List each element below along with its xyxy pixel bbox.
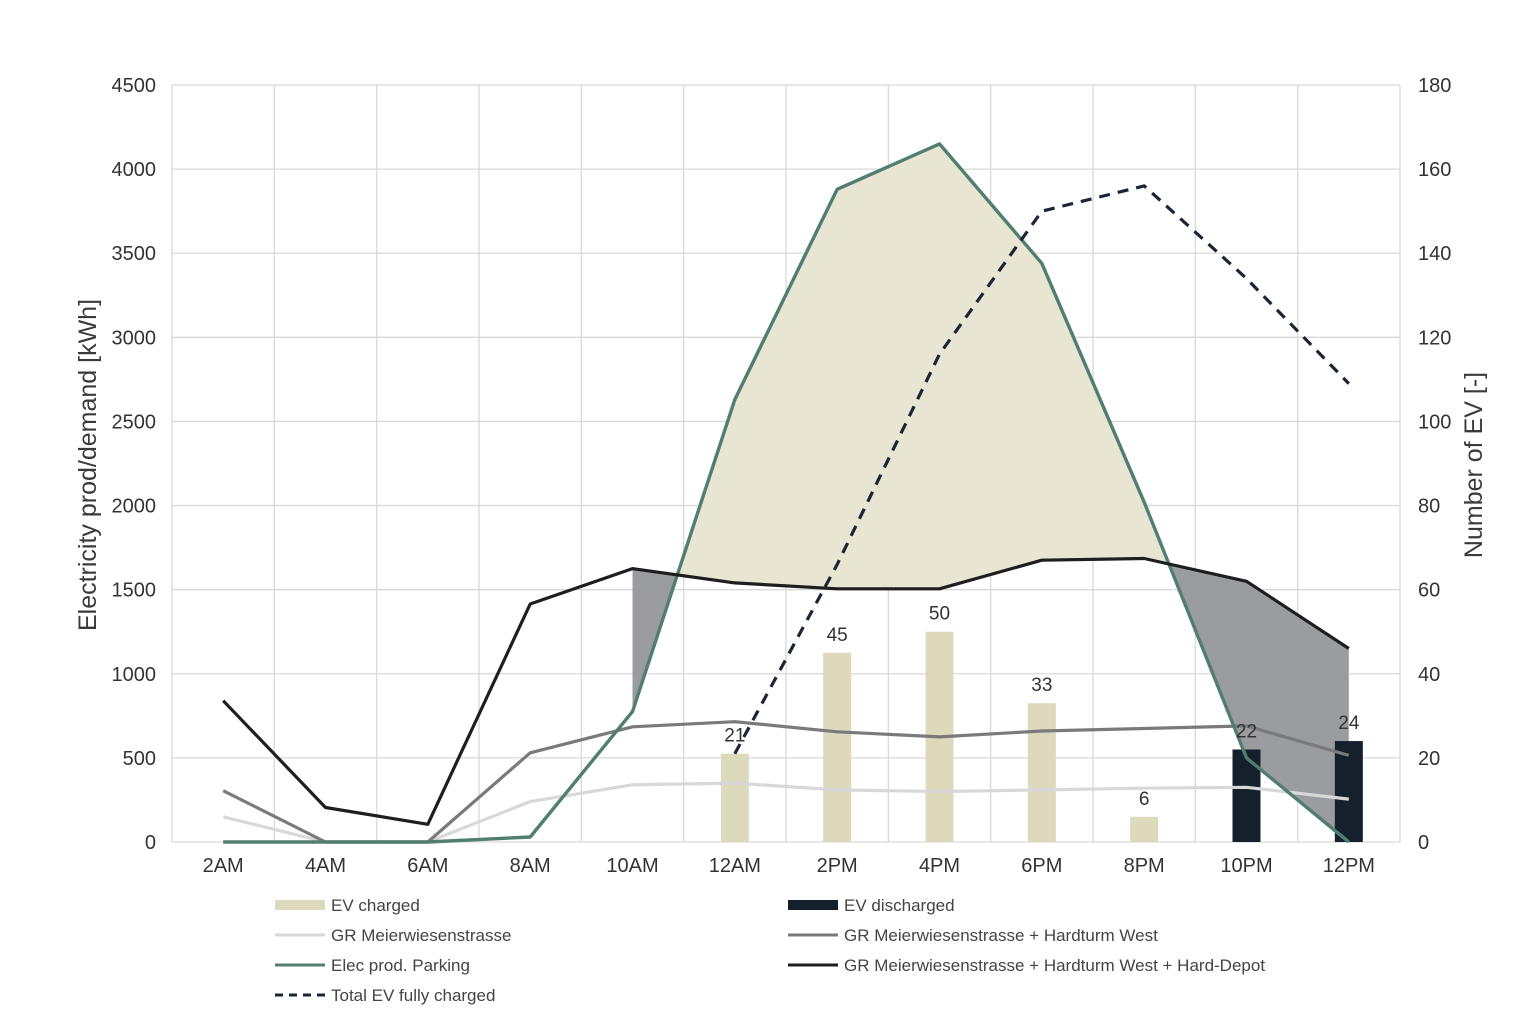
y-right-tick-label: 120 [1418,327,1451,349]
y-left-tick-label: 3500 [112,243,157,265]
x-tick-label: 4PM [919,855,960,877]
y-left-tick-label: 1000 [112,664,157,686]
x-tick-label: 10PM [1220,855,1272,877]
legend-item-elec-prod: Elec prod. Parking [275,956,470,975]
x-tick-label: 4AM [305,855,346,877]
x-tick-label: 10AM [606,855,658,877]
x-tick-label: 8PM [1124,855,1165,877]
x-tick-label: 12PM [1323,855,1375,877]
bar-data-label: 45 [827,625,848,646]
y-left-tick-label: 1500 [112,580,157,602]
x-tick-label: 2PM [817,855,858,877]
y-left-tick-label: 500 [123,748,156,770]
line-gr-meierwiesenstrasse-hardturm-west-hard-depot [222,556,1350,826]
bar-ev-discharged [1334,741,1363,842]
bar-ev-charged [1027,703,1056,842]
y-left-tick-label: 3000 [112,327,157,349]
legend-label-ev-charged: EV charged [331,896,420,915]
legend-label-gr-all: GR Meierwiesenstrasse + Hardturm West + … [844,956,1265,975]
bar-ev-discharged [1232,749,1261,842]
bar-data-label: 21 [724,726,745,747]
y-right-tick-label: 140 [1418,243,1451,265]
legend-label-gr-meier-hardturm: GR Meierwiesenstrasse + Hardturm West [844,926,1158,945]
y-left-tick-label: 4000 [112,159,157,181]
y-left-tick-label: 4500 [112,75,157,97]
legend-item-gr-meier: GR Meierwiesenstrasse [275,926,511,945]
legend-item-ev-charged: EV charged [275,896,420,915]
line-total-ev-fully-charged [733,184,1350,755]
lines [222,142,1350,844]
x-tick-label: 12AM [709,855,761,877]
y-right-axis-title: Number of EV [-] [1460,372,1488,558]
surplus-area [677,143,1169,589]
y-right-tick-label: 60 [1418,580,1440,602]
y-left-tick-label: 2500 [112,411,157,433]
legend-item-ev-discharged: EV discharged [788,896,955,915]
legend-label-gr-meier: GR Meierwiesenstrasse [331,926,511,945]
bar-data-label: 24 [1338,713,1360,734]
bar-data-label: 6 [1139,789,1150,810]
legend-item-gr-meier-hardturm: GR Meierwiesenstrasse + Hardturm West [788,926,1158,945]
legend-item-total-ev: Total EV fully charged [275,986,495,1005]
axes: Electricity prod/demand [kWh] Number of … [74,75,1488,877]
y-left-tick-label: 0 [145,832,156,854]
legend-swatch-ev-charged [275,900,325,910]
bar-ev-charged [823,652,852,842]
y-right-tick-label: 160 [1418,159,1451,181]
deficit-area [1168,564,1349,842]
legend: EV charged GR Meierwiesenstrasse Elec pr… [275,896,1265,1005]
x-tick-label: 6AM [407,855,448,877]
y-right-tick-label: 40 [1418,664,1440,686]
y-right-tick-label: 0 [1418,832,1429,854]
x-tick-label: 8AM [510,855,551,877]
legend-label-elec-prod: Elec prod. Parking [331,956,470,975]
y-left-tick-label: 2000 [112,496,157,518]
legend-item-gr-all: GR Meierwiesenstrasse + Hardturm West + … [788,956,1265,975]
bar-ev-charged [1130,816,1159,842]
y-right-tick-label: 20 [1418,748,1440,770]
data-labels: 21 45 50 33 6 22 24 [724,604,1360,810]
line-elec-prod-parking [223,142,1350,844]
bar-data-label: 33 [1031,675,1052,696]
bar-data-label: 50 [929,604,950,625]
x-tick-label: 2AM [203,855,244,877]
legend-label-total-ev: Total EV fully charged [331,986,495,1005]
y-right-tick-label: 100 [1418,411,1451,433]
y-right-tick-label: 180 [1418,75,1451,97]
bars [720,631,1363,842]
legend-label-ev-discharged: EV discharged [844,896,955,915]
y-left-axis-title: Electricity prod/demand [kWh] [74,299,102,631]
legend-swatch-ev-discharged [788,900,838,910]
y-right-tick-label: 80 [1418,496,1440,518]
bar-data-label: 22 [1236,721,1257,742]
x-tick-label: 6PM [1021,855,1062,877]
bar-ev-charged [720,753,749,842]
